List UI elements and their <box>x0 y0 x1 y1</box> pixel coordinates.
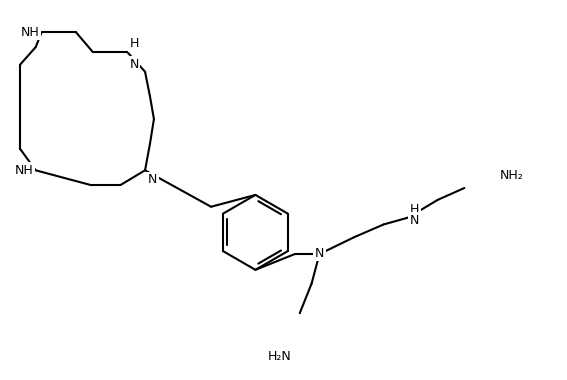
Text: N: N <box>410 214 420 227</box>
Text: H₂N: H₂N <box>268 350 292 363</box>
Text: N: N <box>129 58 139 71</box>
Text: N: N <box>315 247 324 260</box>
Text: N: N <box>148 173 158 186</box>
Text: H: H <box>410 203 420 216</box>
Text: NH₂: NH₂ <box>500 169 523 182</box>
Text: NH: NH <box>15 164 33 177</box>
Text: NH: NH <box>21 26 40 39</box>
Text: H: H <box>129 37 139 50</box>
